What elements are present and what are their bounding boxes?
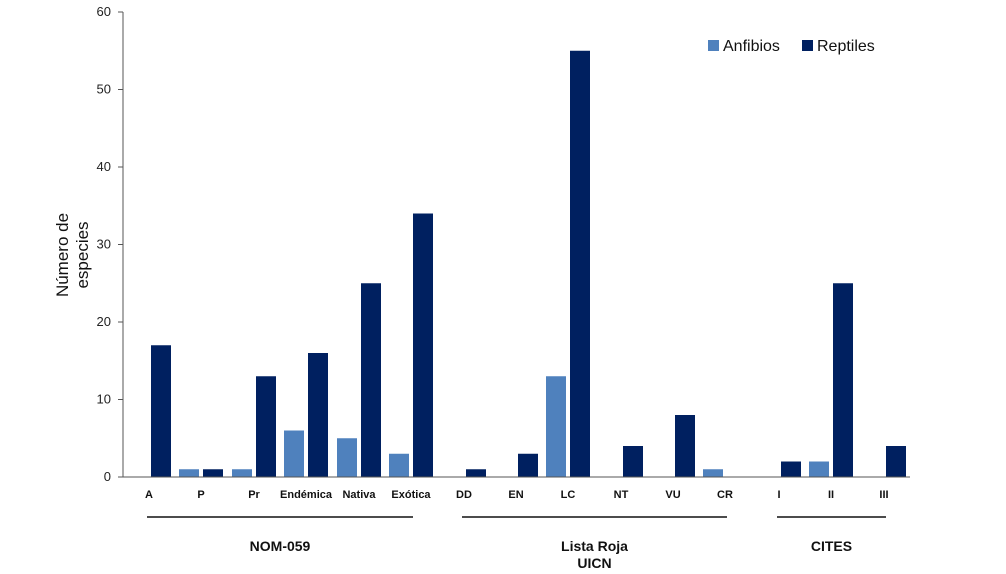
x-tick-label: Nativa [342, 489, 376, 501]
group-label: CITES [811, 538, 852, 554]
bar-reptiles-a [151, 345, 171, 477]
x-tick-label: LC [561, 489, 576, 501]
x-tick-label: Endémica [280, 489, 333, 501]
bar-reptiles-exótica [413, 213, 433, 477]
x-tick-label: Pr [248, 489, 260, 501]
y-tick-label: 20 [97, 314, 111, 329]
bar-reptiles-nativa [361, 283, 381, 477]
group-label: NOM-059 [250, 538, 311, 554]
bar-reptiles-p [203, 469, 223, 477]
bar-anfibios-endémica [284, 430, 304, 477]
y-tick-label: 50 [97, 82, 111, 97]
y-tick-label: 60 [97, 4, 111, 19]
legend-label: Anfibios [723, 38, 780, 55]
y-tick-label: 10 [97, 392, 111, 407]
bar-reptiles-vu [675, 415, 695, 477]
bar-reptiles-pr [256, 376, 276, 477]
bar-anfibios-ii [809, 461, 829, 477]
legend: Anfibios Reptiles [708, 38, 875, 55]
bar-reptiles-dd [466, 469, 486, 477]
x-tick-label: III [879, 489, 888, 501]
x-tick-label: EN [508, 489, 523, 501]
x-tick-label: I [777, 489, 780, 501]
legend-swatch-reptiles [802, 40, 813, 51]
x-tick-label: Exótica [391, 489, 431, 501]
bar-anfibios-lc [546, 376, 566, 477]
bar-reptiles-en [518, 453, 538, 477]
x-tick-label: DD [456, 489, 472, 501]
bar-reptiles-i [781, 461, 801, 477]
x-tick-label: A [145, 489, 153, 501]
x-tick-label: P [197, 489, 204, 501]
y-axis: 0 10 20 30 40 50 60 [97, 4, 124, 484]
y-axis-label: Número deespecies [53, 213, 92, 297]
x-tick-label: II [828, 489, 834, 501]
y-axis-title-line: Número de [53, 213, 72, 297]
bar-anfibios-exótica [389, 453, 409, 477]
legend-label: Reptiles [817, 38, 875, 55]
bar-reptiles-iii [886, 446, 906, 477]
bar-reptiles-nt [623, 446, 643, 477]
bar-reptiles-endémica [308, 353, 328, 477]
legend-swatch-anfibios [708, 40, 719, 51]
y-tick-label: 30 [97, 237, 111, 252]
bar-reptiles-ii [833, 283, 853, 477]
x-axis: A P Pr Endémica Nativa Exótica DD EN LC NT VU CR I II… [123, 476, 910, 501]
x-tick-label: CR [717, 489, 733, 501]
y-axis-title-line: especies [73, 221, 92, 288]
bar-anfibios-cr [703, 469, 723, 477]
bar-anfibios-nativa [337, 438, 357, 477]
y-axis-title: Número deespecies [53, 213, 92, 297]
bar-anfibios-pr [232, 469, 252, 477]
y-tick-label: 40 [97, 159, 111, 174]
bars [151, 50, 906, 477]
bar-anfibios-p [179, 469, 199, 477]
y-tick-label: 0 [104, 469, 111, 484]
x-tick-label: VU [665, 489, 680, 501]
x-tick-label: NT [614, 489, 629, 501]
group-label: UICN [577, 555, 611, 571]
bar-reptiles-lc [570, 50, 590, 477]
group-label: Lista Roja [561, 538, 628, 554]
